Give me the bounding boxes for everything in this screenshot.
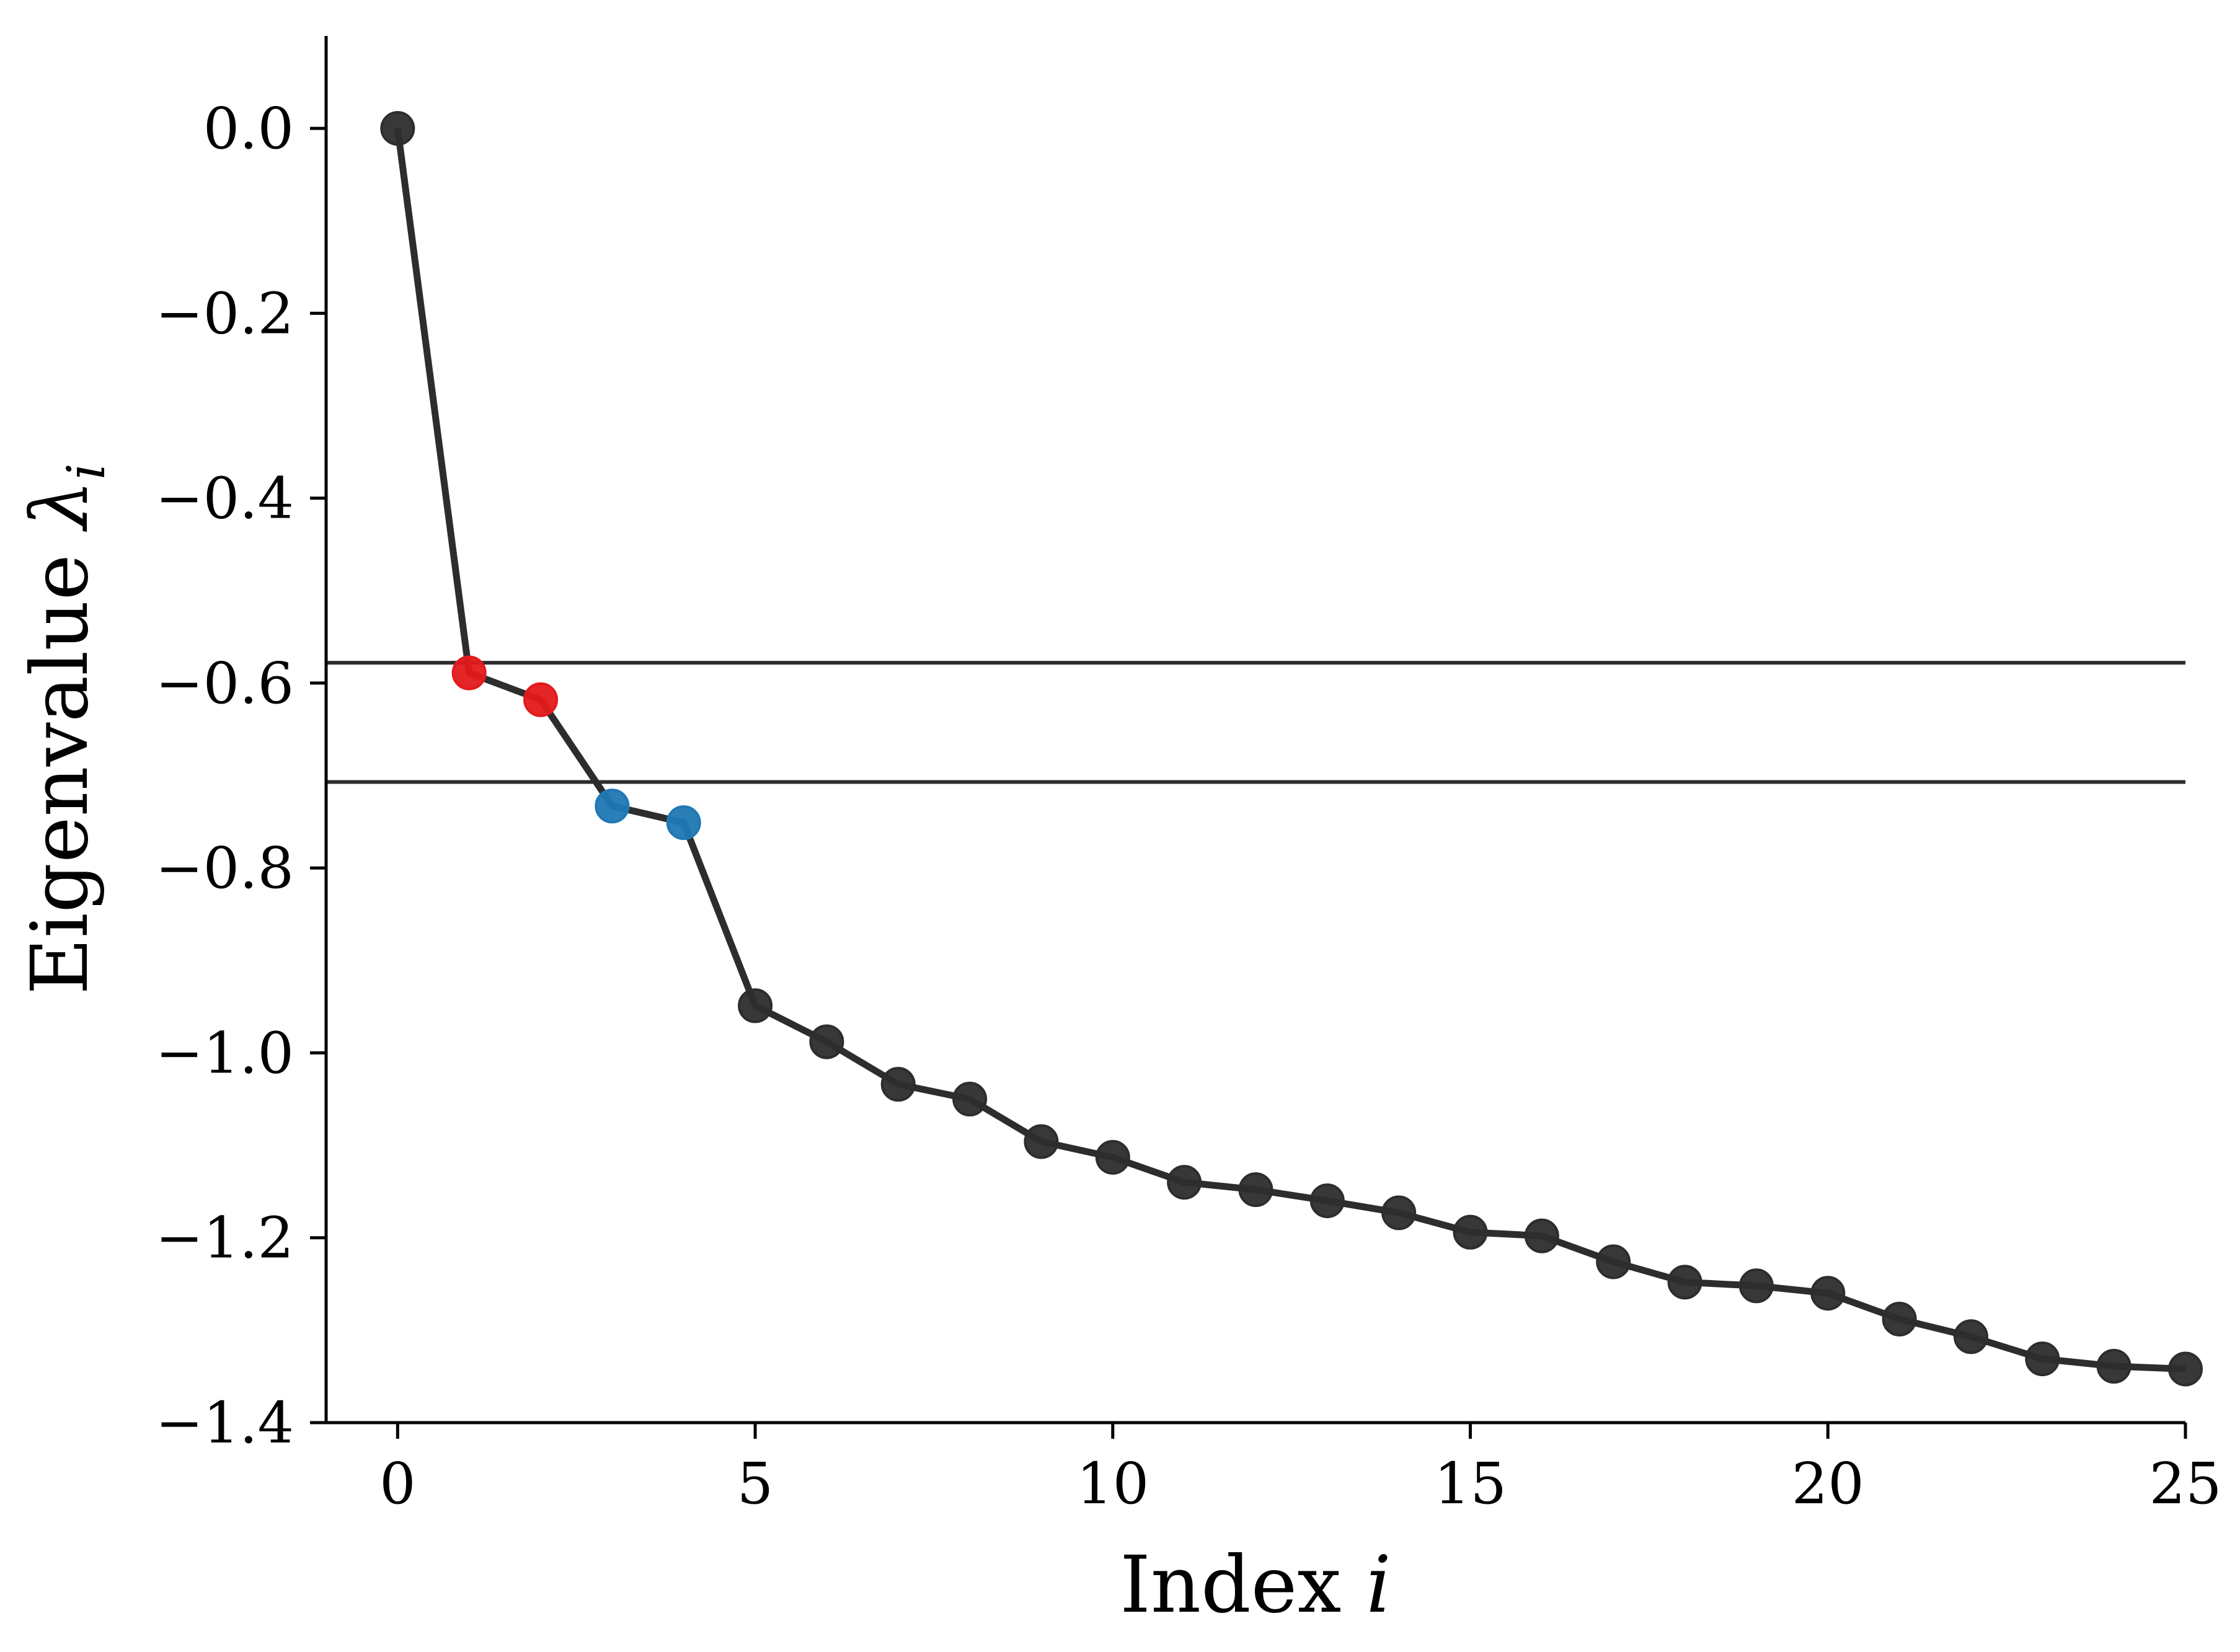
data-point-23 <box>2025 1341 2060 1377</box>
y-axis-label: Eigenvalue λi <box>14 463 117 995</box>
x-tick-label-2: 10 <box>1076 1451 1149 1517</box>
data-point-2 <box>523 682 559 717</box>
y-ticks: 0.0 −0.2 −0.4 −0.6 −0.8 −1.0 −1.2 −1.4 <box>156 95 326 1456</box>
data-point-10 <box>1095 1139 1130 1175</box>
data-point-8 <box>952 1082 988 1117</box>
y-tick-label-4: −0.8 <box>156 835 294 901</box>
y-tick-label-2: −0.4 <box>156 466 294 532</box>
data-point-11 <box>1167 1165 1202 1200</box>
data-point-0 <box>380 111 415 146</box>
reference-lines <box>326 661 2185 784</box>
y-tick-label-1: −0.2 <box>156 280 294 347</box>
data-point-4 <box>666 805 701 841</box>
data-point-13 <box>1309 1183 1345 1219</box>
x-tick-label-4: 20 <box>1792 1451 1864 1517</box>
data-point-22 <box>1953 1319 1988 1354</box>
data-point-21 <box>1882 1301 1917 1336</box>
data-point-7 <box>880 1067 916 1102</box>
series-layer <box>380 111 2203 1387</box>
x-tick-label-1: 5 <box>737 1451 774 1517</box>
data-point-12 <box>1238 1172 1273 1208</box>
data-point-5 <box>738 988 773 1023</box>
data-point-15 <box>1453 1214 1488 1250</box>
y-tick-label-6: −1.2 <box>156 1205 294 1271</box>
data-point-18 <box>1667 1265 1702 1300</box>
x-axis-label: Index i <box>1120 1539 1391 1630</box>
data-point-3 <box>595 788 630 824</box>
x-tick-label-3: 15 <box>1434 1451 1507 1517</box>
data-point-6 <box>809 1024 844 1059</box>
data-point-1 <box>451 655 487 691</box>
y-tick-label-0: 0.0 <box>203 95 294 162</box>
data-point-9 <box>1024 1124 1059 1159</box>
series-line-0 <box>394 128 2186 1372</box>
data-point-14 <box>1381 1195 1417 1230</box>
data-point-16 <box>1524 1218 1559 1253</box>
x-tick-label-5: 25 <box>2149 1451 2221 1517</box>
data-point-24 <box>2096 1349 2132 1384</box>
x-ticks: 0 5 10 15 20 25 <box>379 1423 2222 1517</box>
x-tick-label-0: 0 <box>379 1451 416 1517</box>
y-tick-label-3: −0.6 <box>156 650 294 717</box>
y-tick-label-7: −1.4 <box>156 1390 294 1456</box>
data-point-25 <box>2168 1351 2203 1387</box>
y-tick-label-5: −1.0 <box>156 1020 294 1086</box>
data-point-17 <box>1596 1244 1631 1279</box>
data-point-20 <box>1810 1276 1846 1311</box>
data-point-19 <box>1738 1268 1774 1304</box>
